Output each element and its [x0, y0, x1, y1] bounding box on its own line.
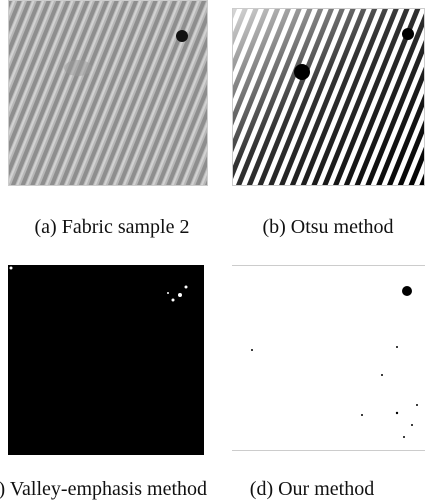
caption: (b) Otsu method — [262, 216, 393, 239]
caption: (c) Valley-emphasis method — [0, 478, 207, 501]
caption: (d) Our method — [250, 478, 374, 501]
otsu-image — [232, 8, 425, 186]
figure: {"panels": [ {"caption": "(a) Fabric sam… — [0, 0, 425, 503]
caption: (a) Fabric sample 2 — [35, 216, 190, 239]
valley-image — [8, 265, 204, 455]
fabric-image — [8, 0, 208, 186]
our-image — [232, 265, 425, 451]
